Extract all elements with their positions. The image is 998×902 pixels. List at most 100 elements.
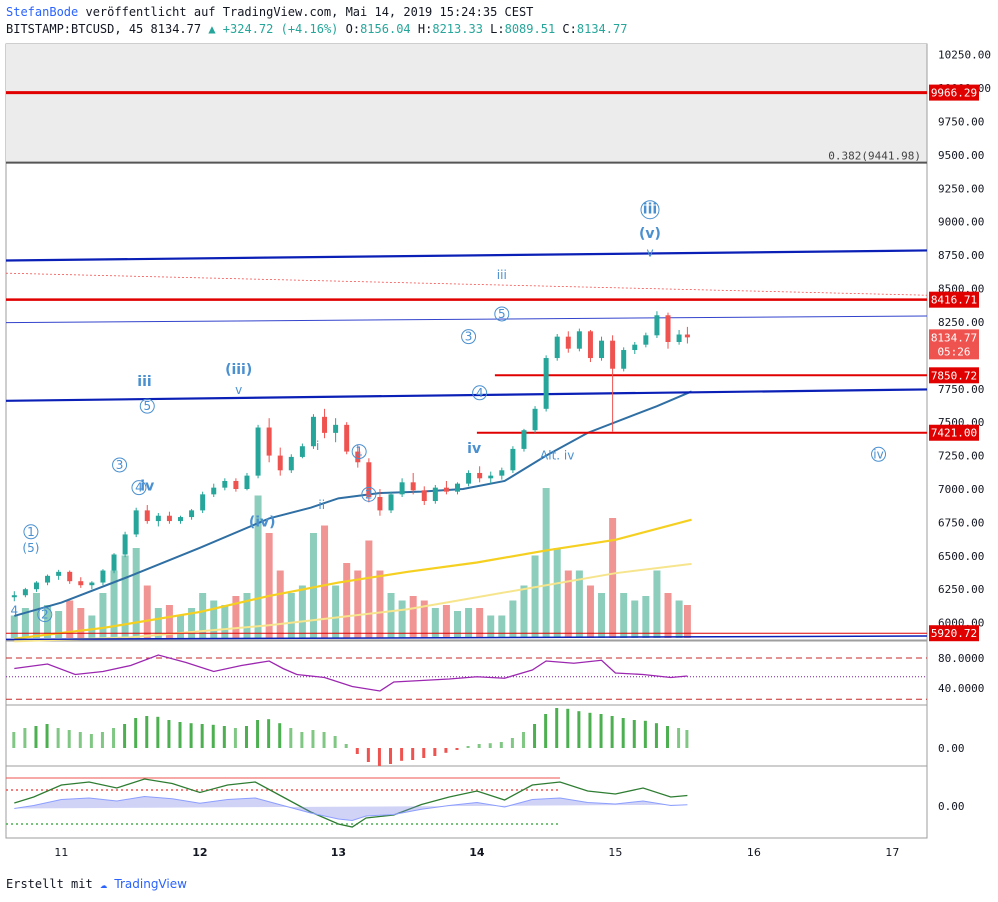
trend-line — [5, 315, 928, 324]
volume-bar — [564, 570, 572, 638]
volume-bar — [88, 615, 96, 638]
histogram-bar — [499, 742, 503, 748]
candle-body — [443, 487, 449, 492]
symbol-info-line: BITSTAMP:BTCUSD, 45 8134.77 ▲ +324.72 (+… — [6, 22, 627, 36]
oscillator-line — [14, 778, 688, 828]
candle-body — [244, 475, 250, 489]
rsi-line — [14, 654, 688, 692]
candle-body — [643, 335, 649, 345]
candle-body — [676, 334, 682, 342]
price-badge — [929, 84, 979, 101]
author-link[interactable]: StefanBode — [6, 5, 79, 19]
histogram-bar — [344, 744, 348, 748]
histogram-bar — [100, 732, 104, 748]
histogram-bar — [455, 748, 459, 750]
close-label: C: — [562, 22, 577, 36]
volume-bar — [199, 593, 207, 638]
histogram-bar — [654, 723, 658, 748]
wave-label-circle — [139, 398, 155, 414]
price-badge-label: 8134.77 — [931, 331, 977, 344]
candle-body — [100, 570, 106, 583]
candle-body — [599, 340, 605, 359]
trend-line — [5, 249, 928, 262]
candle-body — [322, 416, 328, 433]
histogram-bar — [267, 719, 271, 748]
volume-bar — [143, 585, 151, 638]
volume-bar — [542, 488, 550, 638]
histogram-pane-frame — [5, 704, 928, 767]
price-tick-label: 10250.00 — [938, 49, 991, 62]
price-badge — [929, 343, 979, 360]
volume-bar — [376, 570, 384, 638]
histogram-bar — [632, 720, 636, 748]
wave-label: 2 — [41, 608, 49, 622]
wave-label: v — [235, 383, 242, 397]
histogram-bar — [123, 724, 127, 748]
symbol-label[interactable]: BITSTAMP:BTCUSD, 45 — [6, 22, 144, 36]
volume-bar — [309, 533, 317, 638]
volume-bar — [586, 585, 594, 638]
histogram-bar — [510, 738, 514, 748]
wave-label: iv — [873, 447, 883, 461]
wave-label: 4 — [10, 604, 18, 618]
candle-body — [33, 582, 39, 590]
close-value: 8134.77 — [576, 22, 628, 36]
histogram-bar — [599, 714, 603, 748]
histogram-bar — [677, 728, 681, 748]
candle-body — [632, 344, 638, 351]
price-tick-label: 7750.00 — [938, 383, 984, 396]
candle-body — [610, 340, 616, 369]
histogram-bar — [488, 743, 492, 748]
candle-body — [288, 456, 294, 471]
candle-body — [543, 358, 549, 409]
price-badge-label: 7850.72 — [931, 369, 977, 382]
histogram-bar — [521, 732, 525, 748]
wave-label: iii — [137, 374, 151, 390]
volume-bar — [365, 540, 373, 638]
change-up-icon: ▲ — [208, 22, 216, 36]
histogram-bar — [566, 708, 570, 748]
candle-body — [45, 575, 51, 583]
fib-level-label: 0.382(9441.98) — [828, 150, 921, 163]
histogram-bar — [78, 732, 82, 748]
histogram-bar — [256, 720, 260, 748]
volume-bar — [520, 585, 528, 638]
volume-bar — [110, 570, 118, 638]
histogram-bar — [222, 726, 226, 748]
volume-bar — [165, 605, 173, 638]
volume-bar — [99, 593, 107, 638]
volume-bar — [642, 596, 650, 638]
candle-body — [310, 416, 316, 447]
chart-canvas[interactable]: 0.382(9441.98)1(5)24iii534iv(iii)v(iv)ii… — [0, 0, 998, 870]
tradingview-logo-icon[interactable]: ☁ — [99, 877, 108, 891]
volume-bar — [498, 615, 506, 638]
volume-bar — [431, 608, 439, 638]
histogram-bar — [422, 748, 426, 758]
tradingview-brand[interactable]: TradingView — [114, 877, 187, 891]
price-badge-label: 5920.72 — [931, 627, 977, 640]
volume-bar — [154, 608, 162, 638]
histogram-bar — [377, 748, 381, 766]
volume-bar — [343, 563, 351, 638]
time-tick-label: 12 — [192, 846, 207, 859]
publish-info: veröffentlicht auf TradingView.com, Mai … — [85, 5, 534, 19]
volume-bar — [354, 570, 362, 638]
chart-frame — [5, 43, 928, 839]
candle-body — [133, 510, 139, 535]
trend-line — [5, 635, 928, 641]
price-badge-label: 8416.71 — [931, 294, 977, 307]
wave-label-circle — [23, 524, 39, 540]
histogram-bar — [12, 732, 16, 748]
wave-label: 1 — [27, 525, 35, 539]
candle-body — [454, 483, 460, 492]
price-badge — [929, 625, 979, 642]
candle-body — [144, 510, 150, 522]
candle-body — [11, 595, 17, 598]
histogram-bar — [200, 724, 204, 748]
volume-bar — [553, 548, 561, 638]
volume-bar — [398, 600, 406, 638]
price-tick-label: 8250.00 — [938, 316, 984, 329]
volume-bar — [55, 611, 63, 638]
oscillator-pane — [6, 777, 688, 828]
low-value: 8089.51 — [504, 22, 556, 36]
